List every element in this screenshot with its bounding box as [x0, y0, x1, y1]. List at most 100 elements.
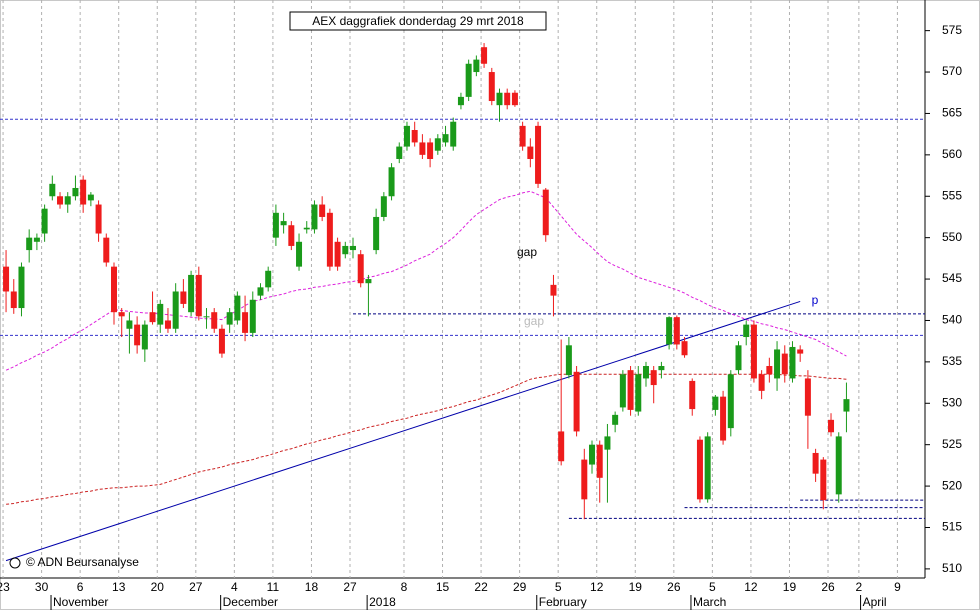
candle-body [373, 216, 380, 251]
candle-body [180, 291, 187, 304]
candle-body [288, 225, 295, 246]
y-tick-label: 530 [942, 395, 962, 409]
candle-body [350, 245, 357, 251]
candle-body [334, 241, 341, 267]
candle-body [311, 204, 318, 230]
candle-body [565, 345, 572, 376]
candle-body [473, 59, 480, 73]
y-tick-label: 575 [942, 23, 962, 37]
candle-body [134, 324, 141, 346]
candle-body [296, 241, 303, 267]
candle-body [188, 274, 195, 313]
candle-body [658, 366, 665, 371]
credit: © ADN Beursanalyse [26, 555, 139, 569]
candle-body [357, 254, 364, 284]
candle-body [781, 353, 788, 375]
candle-body [758, 374, 765, 391]
x-tick-label: 27 [343, 580, 357, 594]
candle-body [257, 287, 264, 296]
x-tick-label: 19 [629, 580, 643, 594]
x-tick-label: 13 [112, 580, 126, 594]
candle-body [519, 125, 526, 147]
candle-body [319, 204, 326, 217]
candle-body [280, 221, 287, 226]
candle-body [650, 370, 657, 386]
candle-body [673, 317, 680, 345]
y-tick-label: 520 [942, 478, 962, 492]
annotation: gap [517, 245, 537, 259]
candle-body [766, 366, 773, 375]
candle-body [18, 266, 25, 309]
candle-body [735, 345, 742, 371]
candle-body [242, 312, 249, 333]
candle-body [157, 303, 164, 325]
candle-body [365, 279, 372, 284]
candle-body [126, 320, 133, 329]
y-tick-label: 515 [942, 520, 962, 534]
candle-body [303, 227, 310, 230]
candle-body [835, 436, 842, 495]
candle-body [203, 316, 210, 318]
candle-body [712, 396, 719, 410]
y-tick-label: 565 [942, 106, 962, 120]
candle-body [496, 92, 503, 106]
candle-body [488, 72, 495, 102]
candle-body [95, 204, 102, 234]
candle-body [80, 179, 87, 205]
x-tick-label: 6 [77, 580, 84, 594]
trendline [5, 300, 801, 562]
candle-body [797, 349, 804, 354]
title-box [289, 11, 547, 31]
candle-body [804, 378, 811, 416]
credit-icon [9, 557, 21, 569]
candle-body [272, 212, 279, 238]
candle-body [457, 96, 464, 106]
x-tick-label: 12 [744, 580, 758, 594]
candle-body [720, 396, 727, 441]
candle-body [427, 142, 434, 159]
candle-body [49, 183, 56, 197]
y-tick-label: 550 [942, 230, 962, 244]
candle-body [681, 341, 688, 356]
candle-body [774, 349, 781, 379]
candle-body [326, 212, 333, 267]
overlay-layer [0, 118, 925, 562]
candle-body [64, 196, 71, 205]
candle-body [704, 436, 711, 500]
month-label: April [863, 595, 887, 609]
x-tick-label: 5 [555, 580, 562, 594]
candle-body [573, 371, 580, 432]
x-tick-label: 30 [35, 580, 49, 594]
y-tick-label: 525 [942, 437, 962, 451]
candle-body [812, 452, 819, 474]
candle-body [3, 266, 10, 292]
candle-body [727, 374, 734, 429]
candle-body [828, 419, 835, 433]
candle-body [149, 312, 156, 323]
candle-body [72, 187, 79, 197]
x-tick-label: 15 [436, 580, 450, 594]
candle-body [504, 92, 511, 106]
y-tick-label: 560 [942, 147, 962, 161]
y-tick-label: 510 [942, 561, 962, 575]
chart-title: AEX daggrafiek donderdag 29 mrt 2018 [312, 14, 524, 28]
candle-body [843, 399, 850, 412]
x-tick-label: 29 [513, 580, 527, 594]
x-tick-label: 2 [856, 580, 863, 594]
candle-body [481, 47, 488, 64]
x-tick-label: 22 [474, 580, 488, 594]
candle-body [419, 142, 426, 155]
candle-body [195, 274, 202, 317]
moving-average [5, 190, 847, 371]
x-tick-label: 23 [0, 580, 10, 594]
month-label: November [53, 595, 108, 609]
candle-body [581, 459, 588, 500]
x-tick-label: 18 [305, 580, 319, 594]
candle-body [450, 121, 457, 147]
candle-body [550, 284, 557, 296]
candle-body [172, 291, 179, 329]
x-tick-label: 8 [401, 580, 408, 594]
candle-body [612, 414, 619, 425]
candle-body [743, 324, 750, 338]
